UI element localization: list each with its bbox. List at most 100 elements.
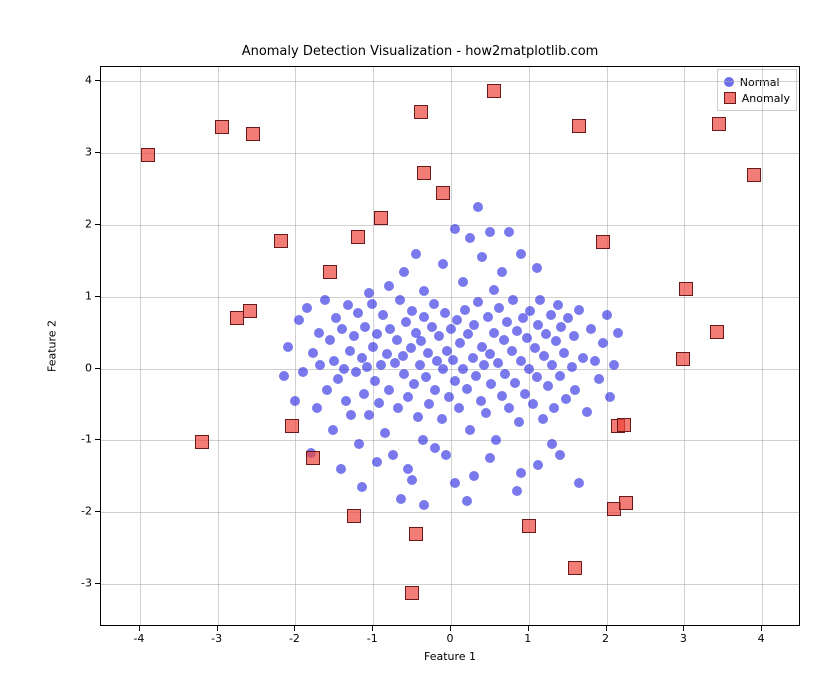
tick-mark — [95, 152, 100, 153]
normal-point — [368, 342, 378, 352]
normal-point — [395, 295, 405, 305]
tick-mark — [95, 439, 100, 440]
normal-point — [458, 364, 468, 374]
normal-point — [462, 496, 472, 506]
normal-point — [543, 381, 553, 391]
normal-point — [570, 385, 580, 395]
normal-point — [413, 412, 423, 422]
normal-point — [559, 348, 569, 358]
normal-point — [372, 457, 382, 467]
anomaly-point — [414, 105, 428, 119]
normal-point — [556, 322, 566, 332]
normal-point — [574, 478, 584, 488]
normal-point — [325, 335, 335, 345]
normal-point — [448, 355, 458, 365]
normal-point — [444, 392, 454, 402]
normal-point — [463, 329, 473, 339]
normal-point — [528, 399, 538, 409]
normal-point — [314, 328, 324, 338]
normal-point — [508, 295, 518, 305]
normal-point — [462, 384, 472, 394]
normal-point — [504, 403, 514, 413]
y-axis-label: Feature 2 — [46, 320, 59, 372]
normal-point — [541, 329, 551, 339]
normal-point — [473, 297, 483, 307]
anomaly-point — [243, 304, 257, 318]
gridline-v — [295, 67, 296, 625]
tick-mark — [294, 626, 295, 631]
normal-point — [493, 358, 503, 368]
normal-point — [460, 305, 470, 315]
y-tick-label: 3 — [85, 146, 92, 159]
normal-point — [378, 310, 388, 320]
gridline-h — [101, 153, 799, 154]
tick-mark — [528, 626, 529, 631]
normal-point — [343, 300, 353, 310]
normal-point — [437, 414, 447, 424]
normal-point — [403, 392, 413, 402]
tick-mark — [95, 80, 100, 81]
normal-point — [396, 494, 406, 504]
tick-mark — [606, 626, 607, 631]
normal-point — [315, 360, 325, 370]
normal-point — [450, 224, 460, 234]
gridline-h — [101, 297, 799, 298]
normal-point — [452, 315, 462, 325]
normal-point — [364, 288, 374, 298]
normal-point — [489, 285, 499, 295]
x-tick-label: 1 — [524, 632, 531, 645]
normal-point — [329, 356, 339, 366]
normal-point — [469, 320, 479, 330]
normal-point — [424, 399, 434, 409]
normal-point — [547, 360, 557, 370]
normal-point — [357, 482, 367, 492]
normal-point — [522, 333, 532, 343]
normal-point — [364, 410, 374, 420]
normal-point — [336, 464, 346, 474]
anomaly-point — [676, 352, 690, 366]
gridline-h — [101, 512, 799, 513]
normal-point — [535, 295, 545, 305]
anomaly-point — [710, 325, 724, 339]
normal-point — [290, 396, 300, 406]
normal-point — [512, 326, 522, 336]
normal-point — [372, 329, 382, 339]
normal-point — [578, 353, 588, 363]
normal-point — [434, 331, 444, 341]
normal-point — [438, 259, 448, 269]
x-tick-label: -4 — [133, 632, 144, 645]
normal-point — [551, 336, 561, 346]
normal-point — [385, 324, 395, 334]
normal-point — [384, 385, 394, 395]
normal-point — [423, 348, 433, 358]
normal-point — [399, 369, 409, 379]
normal-point — [345, 346, 355, 356]
normal-point — [525, 306, 535, 316]
normal-point — [403, 464, 413, 474]
normal-point — [370, 376, 380, 386]
x-tick-label: 0 — [447, 632, 454, 645]
gridline-v — [451, 67, 452, 625]
x-tick-label: -3 — [211, 632, 222, 645]
normal-point — [563, 313, 573, 323]
anomaly-point — [274, 234, 288, 248]
normal-point — [401, 317, 411, 327]
normal-point — [555, 371, 565, 381]
normal-point — [279, 371, 289, 381]
normal-point — [546, 310, 556, 320]
normal-point — [605, 392, 615, 402]
normal-point — [320, 295, 330, 305]
normal-point — [477, 252, 487, 262]
y-tick-label: -3 — [81, 576, 92, 589]
x-tick-label: -2 — [289, 632, 300, 645]
anomaly-point — [323, 265, 337, 279]
normal-point — [514, 417, 524, 427]
normal-point — [360, 322, 370, 332]
normal-point — [427, 322, 437, 332]
legend-item-anomaly: Anomaly — [724, 90, 790, 106]
normal-point — [486, 379, 496, 389]
y-tick-label: -2 — [81, 505, 92, 518]
normal-point — [471, 371, 481, 381]
anomaly-point — [417, 166, 431, 180]
square-icon — [724, 92, 736, 104]
